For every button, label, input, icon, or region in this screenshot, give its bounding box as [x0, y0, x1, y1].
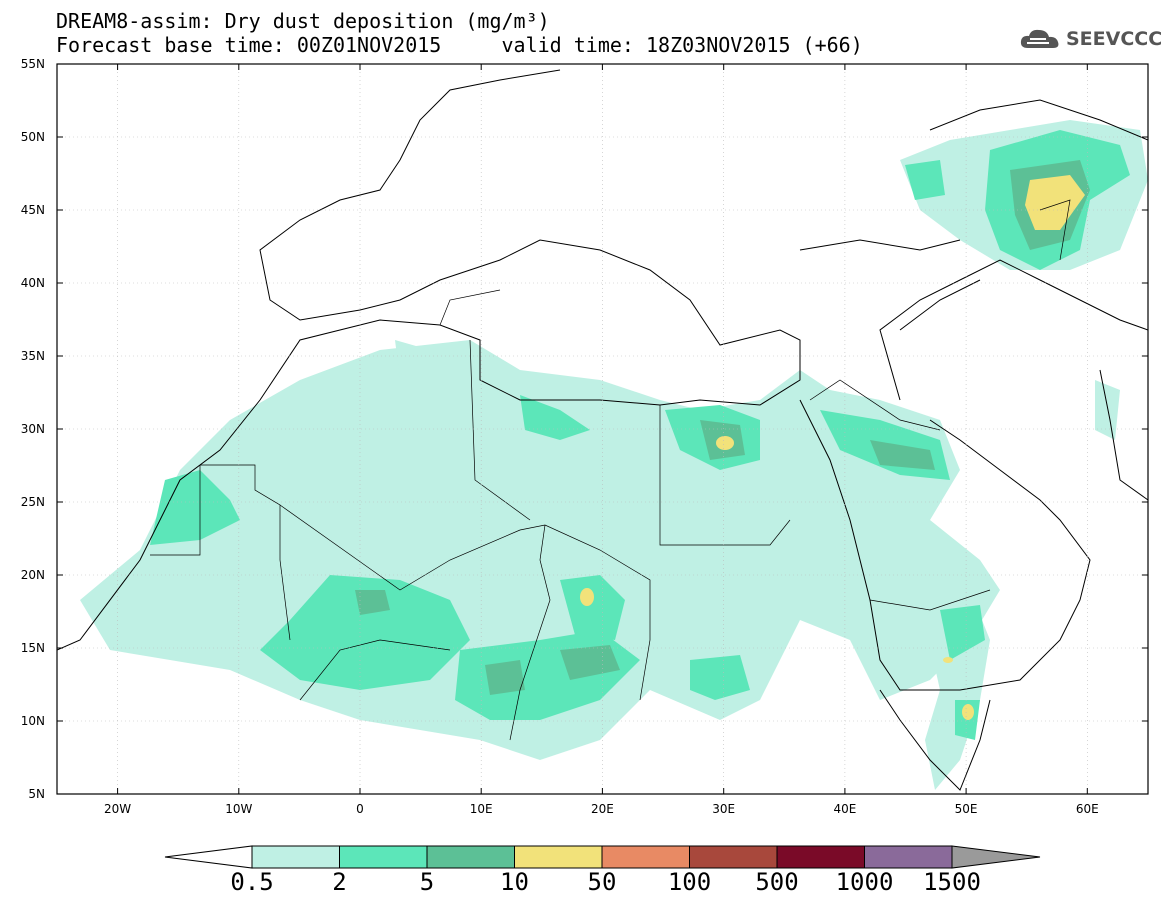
lon-label: 20E: [591, 802, 614, 816]
lat-label: 55N: [21, 57, 45, 71]
cloud-icon: [1020, 29, 1059, 48]
colorbar-segment: [776, 845, 865, 869]
lat-label: 35N: [21, 349, 45, 363]
graticule: [57, 64, 1148, 794]
colorbar-high-arrow: [951, 845, 1041, 869]
lon-label: 60E: [1076, 802, 1099, 816]
lon-labels: 20W 10W 0 10E 20E 30E 40E 50E 60E: [104, 802, 1099, 816]
lat-label: 40N: [21, 276, 45, 290]
logo-text: SEEVCCC: [1066, 28, 1163, 50]
lat-label: 5N: [28, 787, 45, 801]
colorbar-segment: [426, 845, 515, 869]
colorbar-segment: [339, 845, 428, 869]
lon-label: 50E: [955, 802, 978, 816]
lat-label: 20N: [21, 568, 45, 582]
colorbar-label: 0.5: [230, 868, 274, 896]
lat-label: 15N: [21, 641, 45, 655]
lat-label: 25N: [21, 495, 45, 509]
colorbar-label: 10: [500, 868, 529, 896]
colorbar-segment: [251, 845, 340, 869]
lat-labels: 55N 50N 45N 40N 35N 30N 25N 20N 15N 10N …: [21, 57, 45, 801]
lon-label: 30E: [712, 802, 735, 816]
colorbar-label: 500: [755, 868, 799, 896]
lat-label: 45N: [21, 203, 45, 217]
colorbar-label: 100: [667, 868, 712, 896]
map-title: DREAM8-assim: Dry dust deposition (mg/m³…: [56, 9, 550, 33]
lon-label: 20W: [104, 802, 131, 816]
coastlines: [57, 69, 1148, 791]
colorbar-segment: [601, 845, 690, 869]
tick-marks: [57, 64, 1148, 794]
colorbar-label: 2: [332, 868, 347, 896]
colorbar-label: 5: [419, 868, 435, 896]
colorbar: [164, 845, 1041, 869]
colorbar-segment: [864, 845, 953, 869]
dust-field: [80, 120, 1148, 790]
lon-label: 10W: [225, 802, 252, 816]
lat-label: 50N: [21, 130, 45, 144]
lon-label: 10E: [470, 802, 493, 816]
colorbar-segment: [689, 845, 778, 869]
lat-label: 30N: [21, 422, 45, 436]
colorbar-label: 1000: [835, 868, 894, 896]
forecast-time-info: Forecast base time: 00Z01NOV2015 valid t…: [56, 33, 863, 57]
colorbar-low-arrow: [164, 845, 253, 869]
seevccc-logo: SEEVCCC: [1018, 26, 1162, 54]
lat-label: 10N: [21, 714, 45, 728]
lon-label: 0: [356, 802, 364, 816]
colorbar-label: 50: [587, 868, 617, 896]
lon-label: 40E: [833, 802, 856, 816]
colorbar-label: 1500: [923, 868, 981, 896]
colorbar-segment: [514, 845, 603, 869]
